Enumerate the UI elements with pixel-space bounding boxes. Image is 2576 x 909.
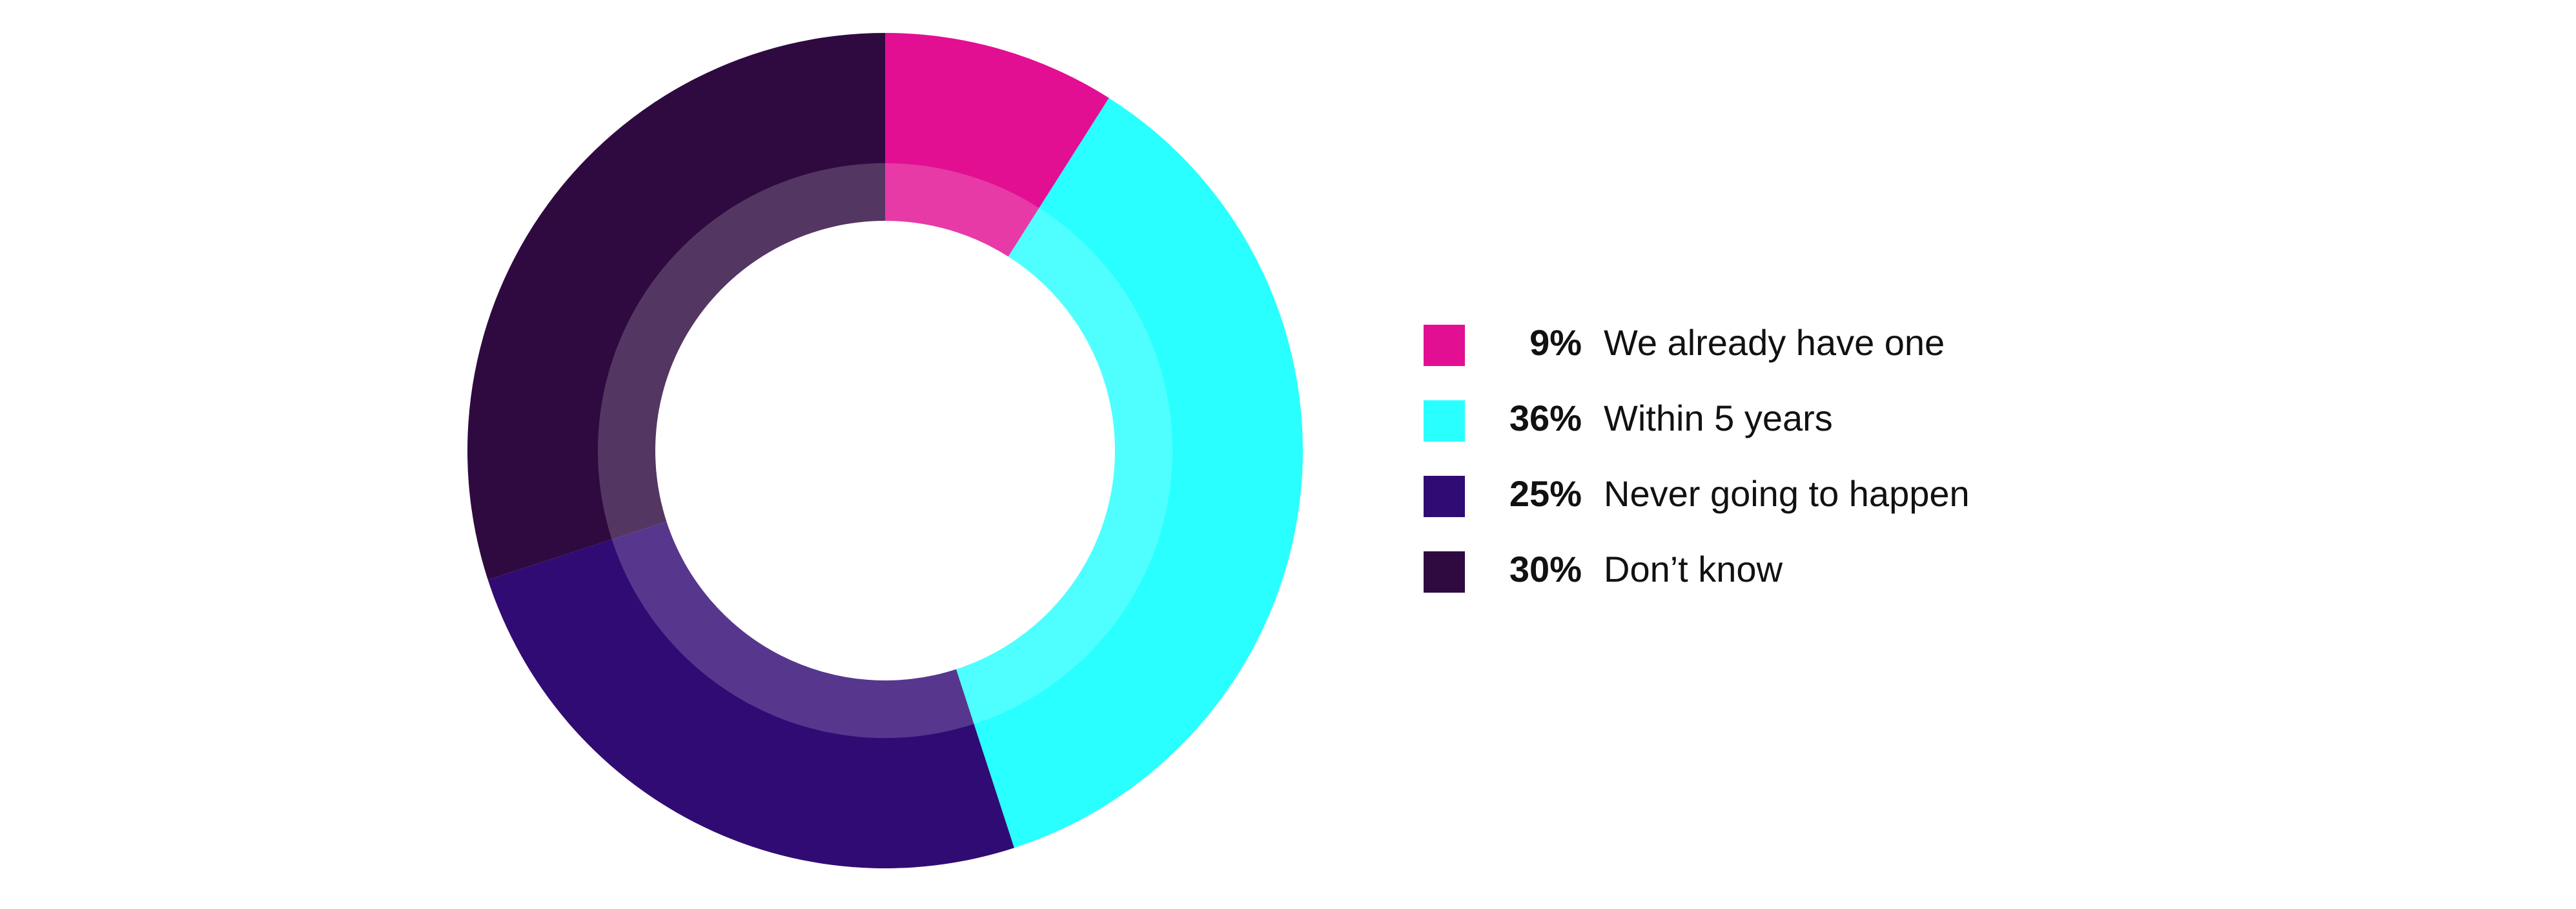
legend-swatch [1424, 551, 1465, 593]
legend-value: 9% [1529, 322, 1582, 363]
legend-swatch [1424, 400, 1465, 442]
legend-label: We already have one [1604, 322, 1945, 363]
legend-label: Don’t know [1604, 549, 1783, 589]
legend-label: Within 5 years [1604, 398, 1833, 438]
inner-band [597, 163, 1173, 739]
legend-value: 25% [1509, 473, 1582, 514]
legend-value: 36% [1509, 398, 1582, 438]
donut-segment [956, 97, 1303, 848]
legend-label: Never going to happen [1604, 473, 1970, 514]
legend-value: 30% [1509, 549, 1582, 589]
legend-swatch [1424, 476, 1465, 517]
donut-segment [885, 33, 1109, 257]
legend-swatch [1424, 325, 1465, 366]
donut-segment [467, 33, 885, 580]
donut-segment [487, 522, 1014, 869]
